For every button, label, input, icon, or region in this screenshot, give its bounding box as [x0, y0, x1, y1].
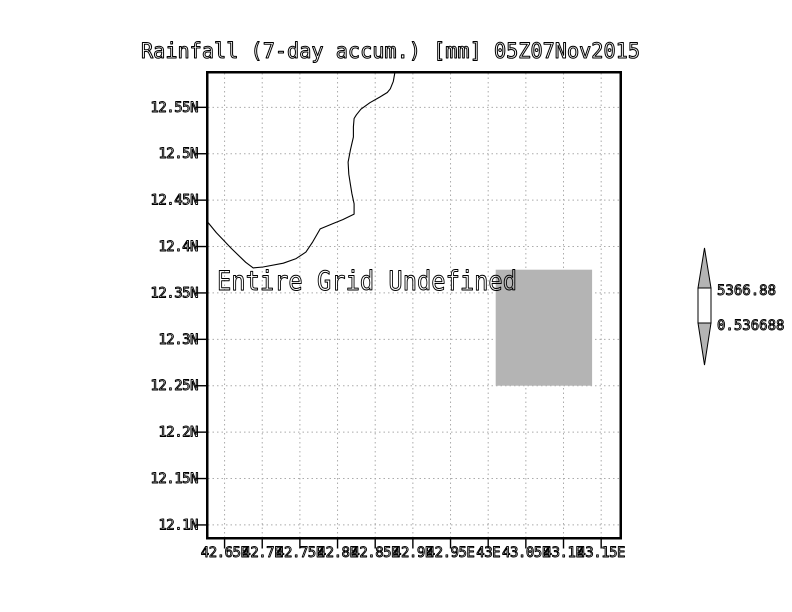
y-axis-label: 12.5N — [158, 146, 198, 162]
undefined-region-box — [495, 269, 593, 386]
x-axis-label: 42.65E — [201, 545, 249, 561]
y-axis-label: 12.35N — [150, 285, 198, 301]
y-axis-label: 12.55N — [150, 100, 198, 116]
plot-border — [206, 71, 622, 540]
colorbar-upper-arrow — [697, 247, 712, 289]
x-axis-label: 43.05E — [502, 545, 550, 561]
x-axis-label: 42.8E — [318, 545, 358, 561]
y-axis-label: 12.1N — [158, 517, 198, 533]
x-axis-label: 43.15E — [577, 545, 625, 561]
x-axis-label: 42.7E — [242, 545, 282, 561]
colorbar: 5366.88 0.536688 — [697, 247, 785, 366]
y-axis-label: 12.15N — [150, 471, 198, 487]
x-axis-label: 43.1E — [544, 545, 584, 561]
colorbar-lower-arrow — [697, 322, 712, 366]
x-axis-label: 42.75E — [276, 545, 324, 561]
gridlines — [208, 73, 620, 537]
colorbar-max-label: 5366.88 — [717, 283, 776, 299]
coastline — [206, 72, 396, 269]
coastline-path — [206, 72, 396, 269]
y-axis-label: 12.45N — [150, 193, 198, 209]
x-axis-label: 42.95E — [427, 545, 475, 561]
colorbar-min-label: 0.536688 — [717, 318, 784, 334]
y-axis-label: 12.3N — [158, 332, 198, 348]
colorbar-body — [697, 287, 712, 324]
undefined-annotation: Entire Grid Undefined — [217, 266, 517, 297]
plot-title: Rainfall (7-day accum.) [mm] 05Z07Nov201… — [141, 39, 640, 63]
y-axis-label: 12.2N — [158, 425, 198, 441]
x-axis-label: 42.85E — [351, 545, 399, 561]
x-axis-label: 43E — [476, 545, 500, 561]
y-axis-label: 12.25N — [150, 378, 198, 394]
y-axis-label: 12.4N — [158, 239, 198, 255]
x-axis-label: 42.9E — [393, 545, 433, 561]
